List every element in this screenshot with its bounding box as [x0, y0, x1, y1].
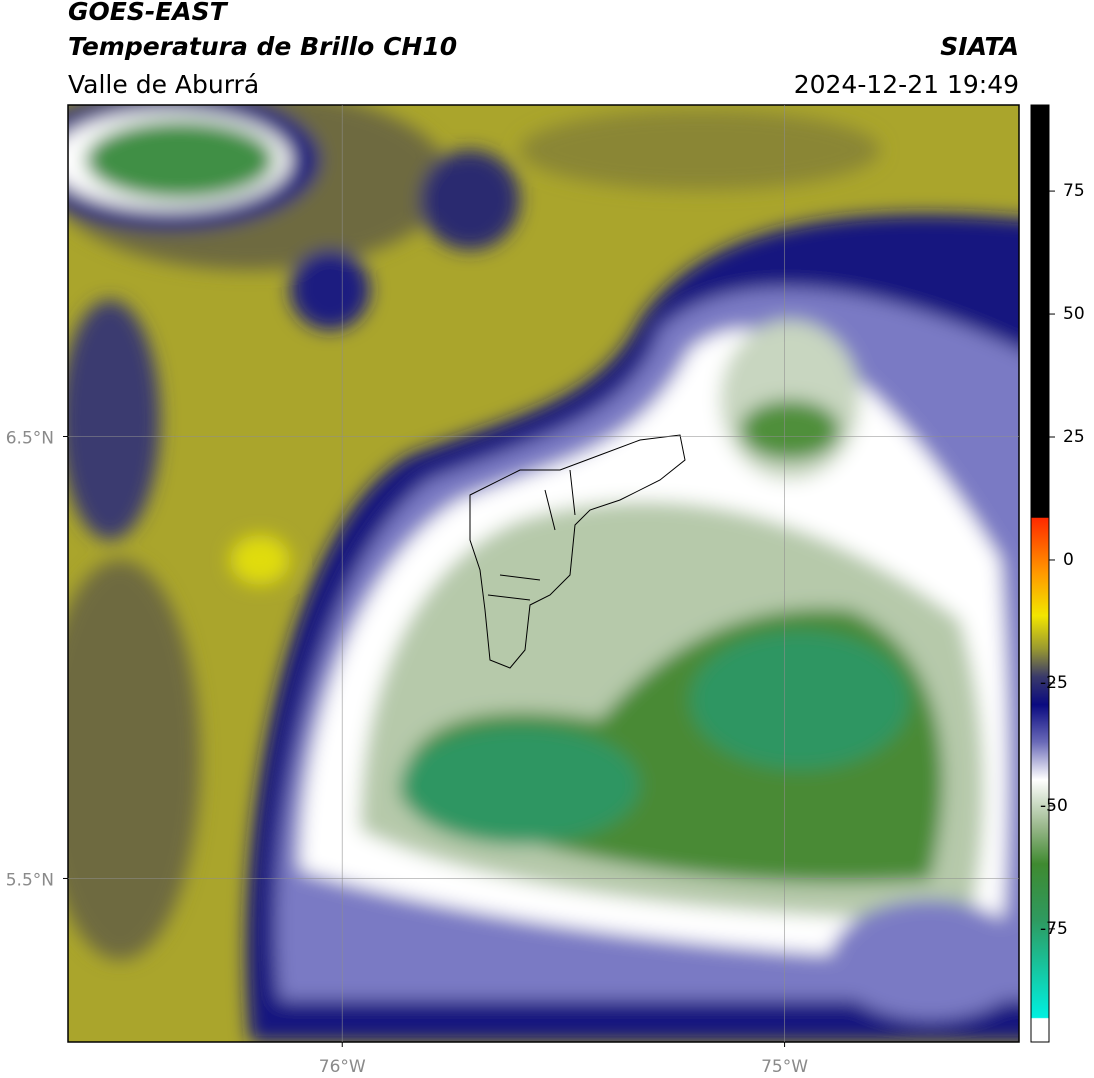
colorbar-tick-label: -75 — [1040, 919, 1068, 939]
y-tick-label: 6.5°N — [6, 428, 54, 448]
colorbar-tick-label: 25 — [1063, 427, 1085, 447]
x-tick-label: 76°W — [319, 1057, 366, 1077]
colorbar — [1030, 104, 1050, 1043]
x-tick-label: 75°W — [761, 1057, 808, 1077]
region: Valle de Aburrá — [68, 70, 259, 99]
subtitle: Temperatura de Brillo CH10 — [68, 32, 457, 61]
satellite-image — [68, 105, 1019, 1042]
y-tick-label: 5.5°N — [6, 870, 54, 890]
colorbar-tick-label: 0 — [1063, 550, 1074, 570]
colorbar-tick-label: -50 — [1040, 796, 1068, 816]
datetime: 2024-12-21 19:49 — [794, 70, 1019, 99]
title: GOES-EAST — [68, 0, 229, 26]
map-frame — [67, 104, 1020, 1043]
source: SIATA — [940, 32, 1019, 61]
colorbar-tick-label: -25 — [1040, 673, 1068, 693]
colorbar-tick-label: 50 — [1063, 304, 1085, 324]
colorbar-tick-label: 75 — [1063, 181, 1085, 201]
municipal-boundaries — [469, 434, 686, 669]
